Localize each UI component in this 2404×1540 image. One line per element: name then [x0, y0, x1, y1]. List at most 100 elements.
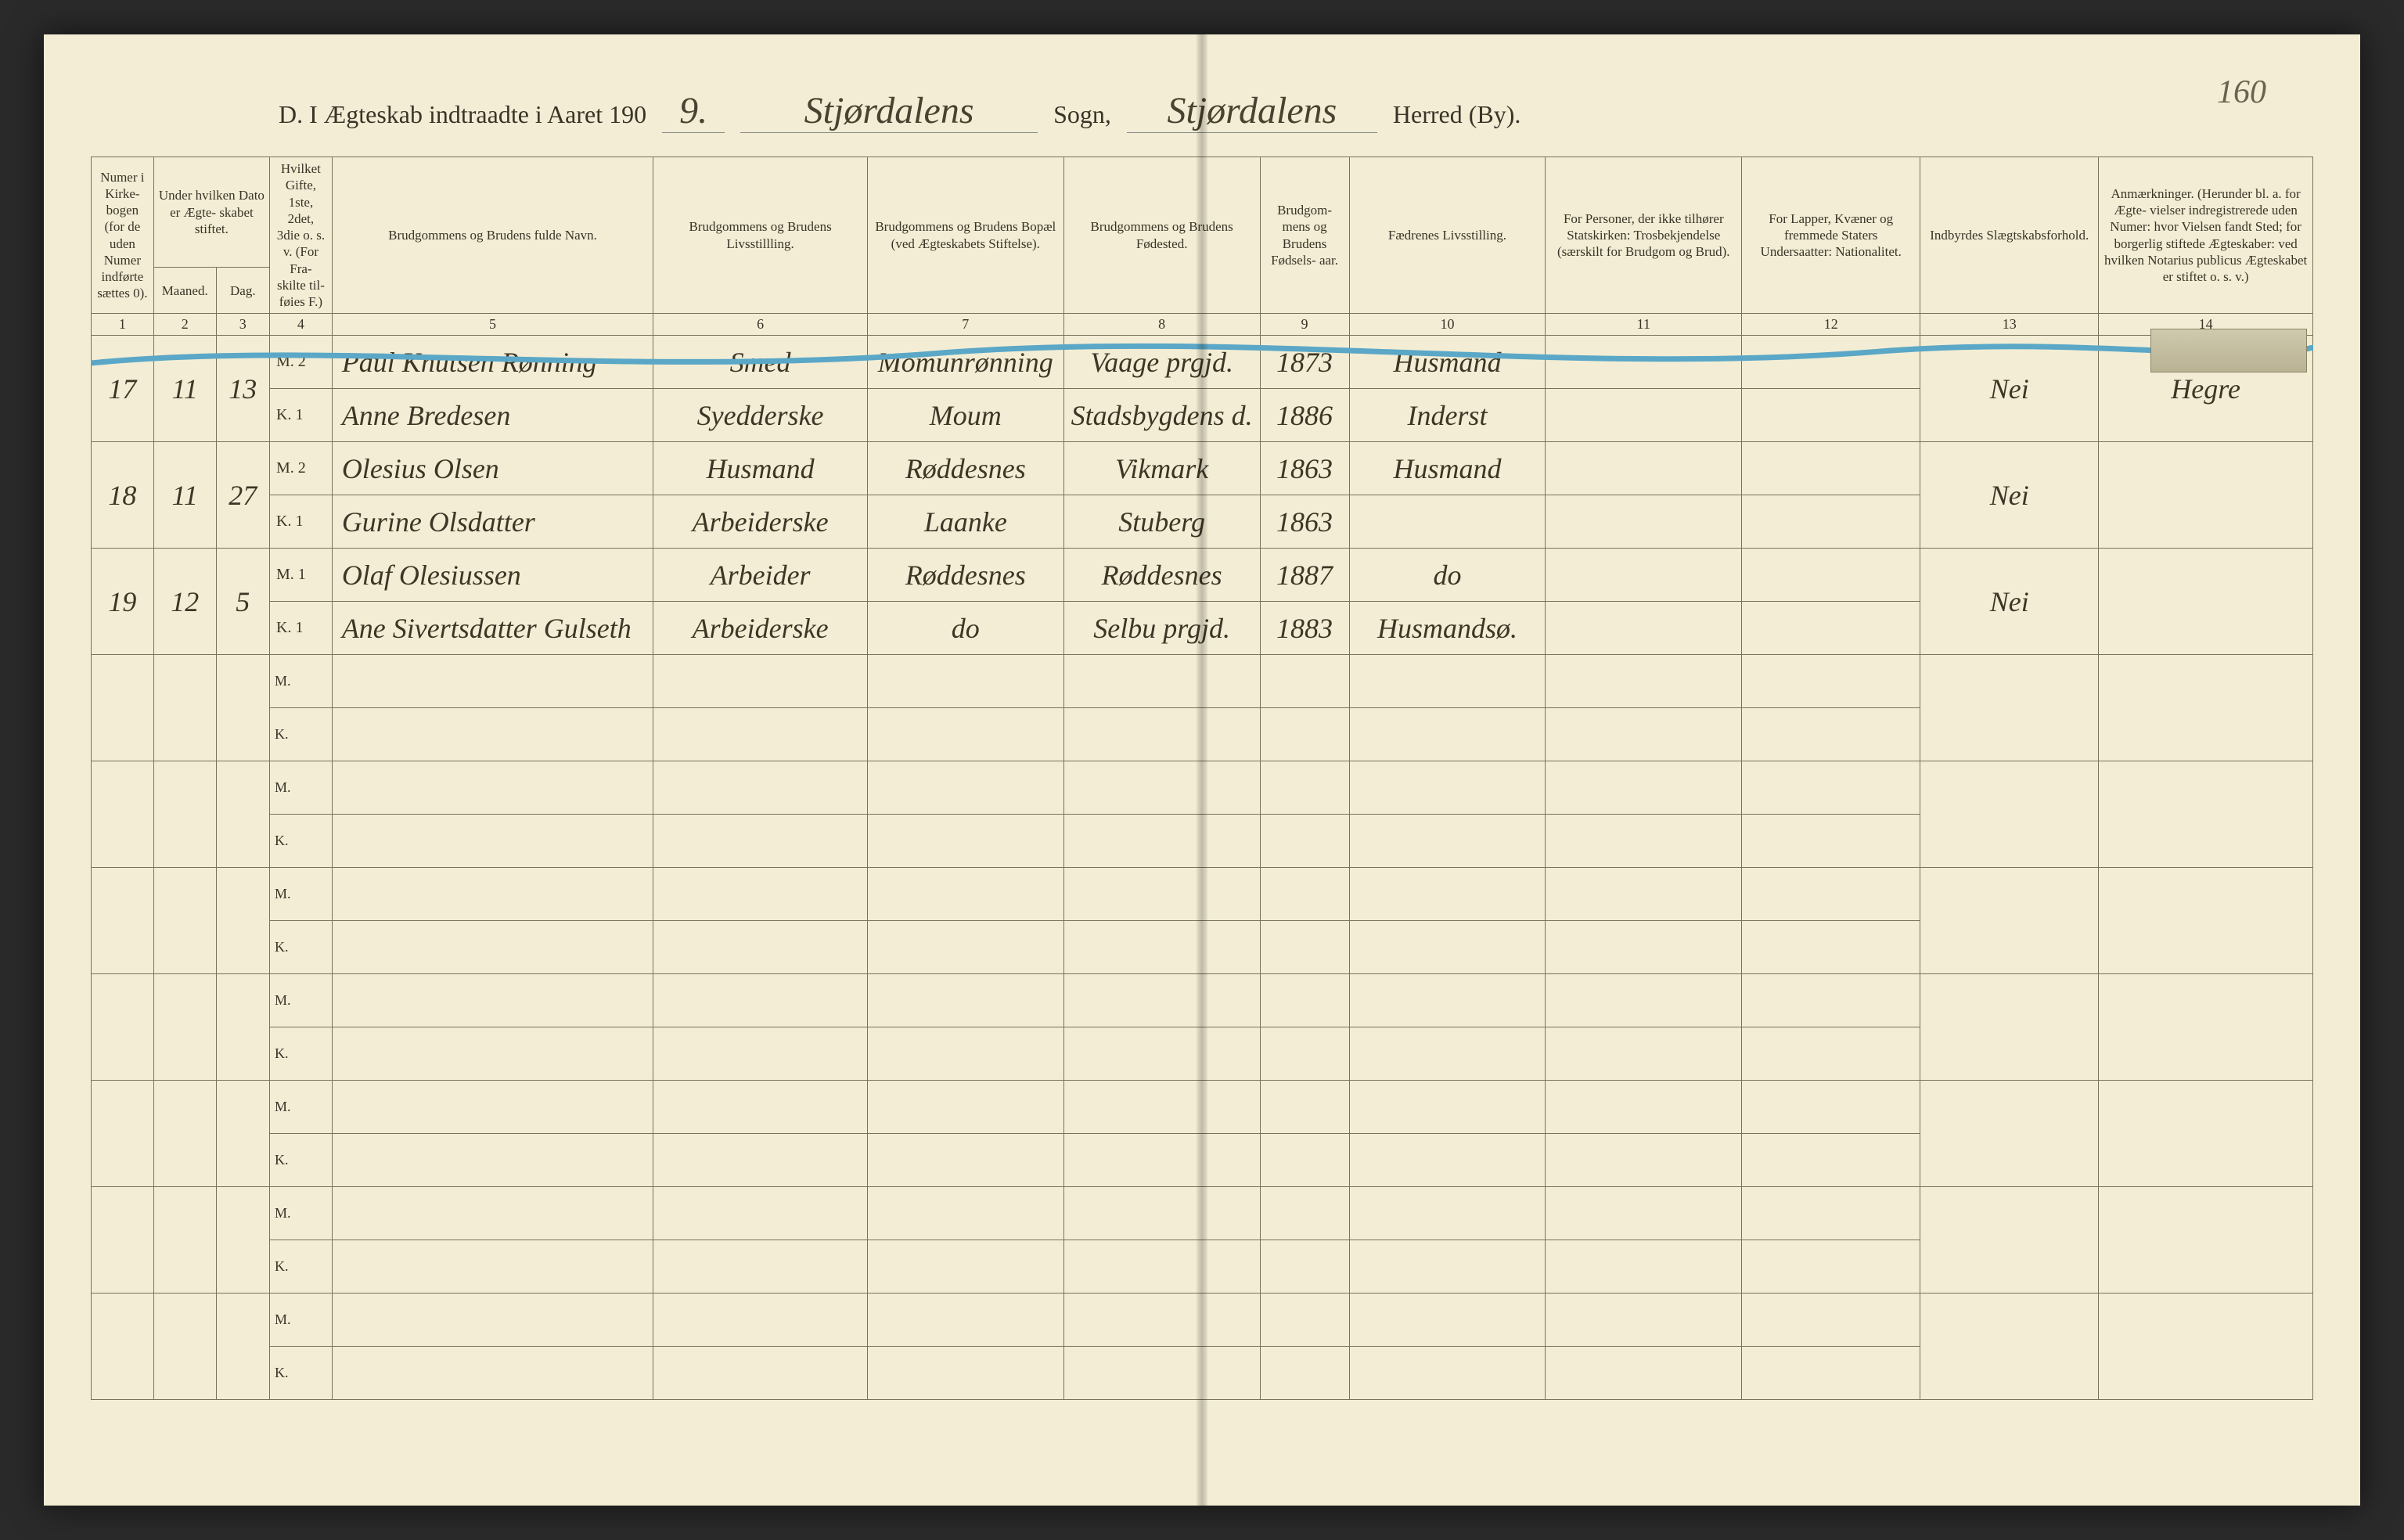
confession — [1546, 389, 1742, 442]
empty-cell — [1546, 1134, 1742, 1187]
column-number-row: 1 2 3 4 5 6 7 8 9 10 11 12 13 14 — [92, 314, 2313, 336]
marriage-ord: M. 1 — [270, 549, 333, 602]
col-header: Hvilket Gifte, 1ste, 2det, 3die o. s. v.… — [270, 157, 333, 314]
col-header: For Lapper, Kvæner og fremmede Staters U… — [1742, 157, 1920, 314]
father-occupation: Inderst — [1349, 389, 1546, 442]
empty-cell — [1063, 1240, 1260, 1294]
remarks — [2099, 1187, 2313, 1294]
occupation: Arbeiderske — [653, 602, 868, 655]
birthplace: Stadsbygdens d. — [1063, 389, 1260, 442]
remarks — [2099, 1294, 2313, 1400]
empty-row: M. — [92, 868, 2313, 921]
full-name: Anne Bredesen — [332, 389, 653, 442]
empty-cell — [1260, 868, 1349, 921]
occupation: Arbeider — [653, 549, 868, 602]
empty-row: M. — [92, 1294, 2313, 1347]
birthplace: Stuberg — [1063, 495, 1260, 549]
empty-cell — [867, 1027, 1063, 1081]
empty-cell — [1260, 1027, 1349, 1081]
nationality — [1742, 442, 1920, 495]
remarks — [2099, 761, 2313, 868]
marriage-ord: M. — [270, 868, 333, 921]
empty-cell — [332, 1240, 653, 1294]
empty-cell — [1546, 761, 1742, 815]
entry-month: 12 — [153, 549, 216, 655]
occupation: Smed — [653, 336, 868, 389]
col-number: 12 — [1742, 314, 1920, 336]
residence: Moum — [867, 389, 1063, 442]
empty-cell — [653, 1081, 868, 1134]
empty-cell — [332, 1294, 653, 1347]
kinship: Nei — [1920, 549, 2099, 655]
empty-cell — [1349, 708, 1546, 761]
kinship — [1920, 655, 2099, 761]
empty-cell — [1349, 868, 1546, 921]
empty-cell — [332, 815, 653, 868]
empty-cell — [867, 1081, 1063, 1134]
empty-cell — [1546, 1347, 1742, 1400]
marriage-ord: K. 1 — [270, 602, 333, 655]
col-header: Under hvilken Dato er Ægte- skabet stift… — [153, 157, 269, 268]
col-number: 10 — [1349, 314, 1546, 336]
entry-number — [92, 974, 154, 1081]
birthplace: Vikmark — [1063, 442, 1260, 495]
marriage-ord: M. 2 — [270, 442, 333, 495]
father-occupation: Husmand — [1349, 442, 1546, 495]
empty-cell — [1260, 655, 1349, 708]
empty-cell — [1349, 1240, 1546, 1294]
header-prefix: D. I Ægteskab indtraadte i Aaret 190 — [279, 100, 646, 129]
empty-cell — [1349, 1187, 1546, 1240]
father-occupation: Husmand — [1349, 336, 1546, 389]
empty-cell — [1742, 815, 1920, 868]
remarks — [2099, 549, 2313, 655]
empty-cell — [1742, 761, 1920, 815]
occupation: Arbeiderske — [653, 495, 868, 549]
father-occupation: Husmandsø. — [1349, 602, 1546, 655]
empty-cell — [653, 1027, 868, 1081]
empty-cell — [1742, 1347, 1920, 1400]
page-header: D. I Ægteskab indtraadte i Aaret 1909. S… — [279, 89, 2313, 133]
entry-day: 27 — [216, 442, 269, 549]
empty-cell — [1063, 1187, 1260, 1240]
empty-cell — [1063, 1134, 1260, 1187]
entry-month — [153, 974, 216, 1081]
empty-cell — [1546, 868, 1742, 921]
empty-cell — [1260, 1187, 1349, 1240]
empty-cell — [1063, 655, 1260, 708]
empty-cell — [1349, 1347, 1546, 1400]
remarks — [2099, 868, 2313, 974]
empty-cell — [332, 655, 653, 708]
empty-cell — [653, 1347, 868, 1400]
confession — [1546, 495, 1742, 549]
groom-row: 171113M. 2Paul Knutsen RønningSmedMomunr… — [92, 336, 2313, 389]
col-number: 5 — [332, 314, 653, 336]
marriage-ord: M. — [270, 974, 333, 1027]
empty-cell — [332, 708, 653, 761]
empty-cell — [867, 868, 1063, 921]
empty-cell — [1063, 1027, 1260, 1081]
empty-cell — [867, 1240, 1063, 1294]
empty-cell — [653, 655, 868, 708]
empty-cell — [1742, 921, 1920, 974]
confession — [1546, 602, 1742, 655]
full-name: Ane Sivertsdatter Gulseth — [332, 602, 653, 655]
entry-month — [153, 1294, 216, 1400]
header-parish: Stjørdalens — [740, 89, 1038, 133]
kinship — [1920, 761, 2099, 868]
empty-cell — [653, 974, 868, 1027]
col-header: Indbyrdes Slægtskabsforhold. — [1920, 157, 2099, 314]
occupation: Syedderske — [653, 389, 868, 442]
nationality — [1742, 336, 1920, 389]
header-parish-label: Sogn, — [1053, 100, 1111, 129]
empty-cell — [1260, 815, 1349, 868]
empty-cell — [1742, 974, 1920, 1027]
empty-cell — [1349, 815, 1546, 868]
kinship — [1920, 868, 2099, 974]
empty-cell — [1742, 1027, 1920, 1081]
marriage-ord: K. — [270, 1134, 333, 1187]
entry-day: 5 — [216, 549, 269, 655]
residence: Røddesnes — [867, 549, 1063, 602]
entry-day — [216, 761, 269, 868]
entry-month — [153, 761, 216, 868]
empty-cell — [653, 1240, 868, 1294]
